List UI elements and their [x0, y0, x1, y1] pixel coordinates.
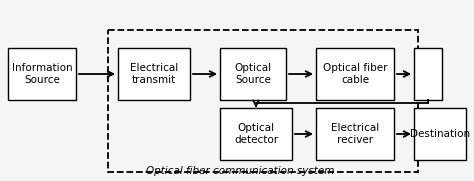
Bar	[414, 48, 442, 100]
Text: Optical
Source: Optical Source	[235, 63, 272, 85]
Text: Electrical
transmit: Electrical transmit	[130, 63, 178, 85]
Text: Destination: Destination	[410, 129, 470, 139]
Text: Optical fiber communication system: Optical fiber communication system	[146, 166, 334, 176]
Bar	[220, 108, 292, 160]
Bar	[108, 30, 418, 172]
Bar	[414, 108, 466, 160]
Bar	[8, 48, 76, 100]
Text: Electrical
reciver: Electrical reciver	[331, 123, 379, 145]
Text: Optical
detector: Optical detector	[234, 123, 278, 145]
Bar	[220, 48, 286, 100]
Bar	[316, 48, 394, 100]
Bar	[118, 48, 190, 100]
Text: Optical fiber
cable: Optical fiber cable	[323, 63, 387, 85]
Bar	[316, 108, 394, 160]
Text: Information
Source: Information Source	[12, 63, 73, 85]
